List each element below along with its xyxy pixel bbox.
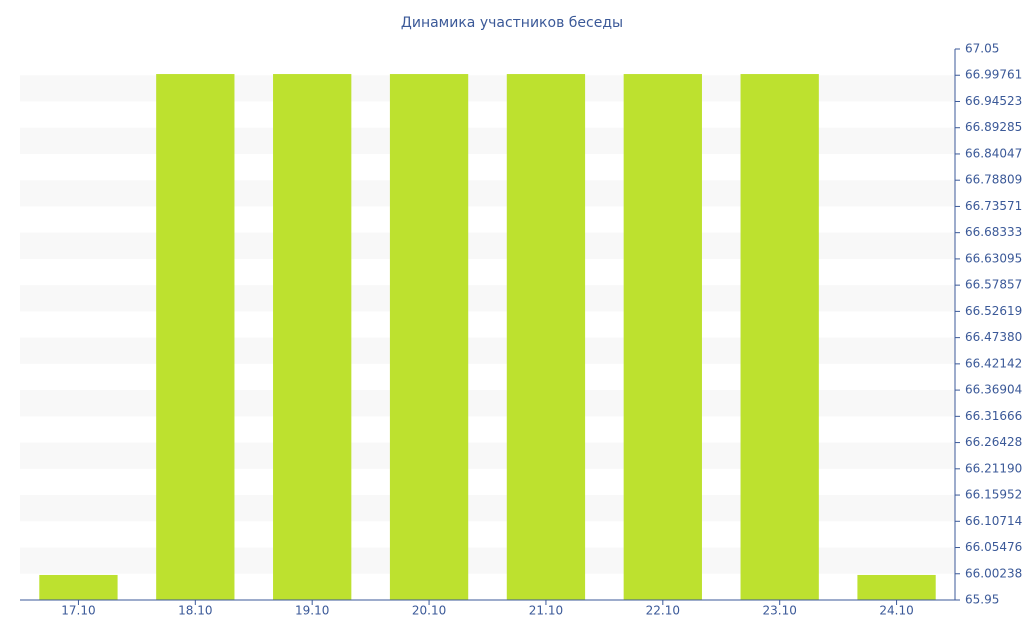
y-tick-label: 66.52619: [965, 304, 1022, 318]
y-tick-label: 66.73571: [965, 199, 1022, 213]
bar: [857, 574, 936, 600]
x-tick-label: 17.10: [61, 604, 95, 618]
y-tick-label: 66.99761: [965, 68, 1022, 82]
y-tick-label: 66.00238: [965, 566, 1022, 580]
y-tick-label: 66.78809: [965, 173, 1022, 187]
y-tick-label: 67.05: [965, 42, 999, 56]
x-tick-label: 19.10: [295, 604, 329, 618]
bar: [623, 74, 702, 600]
y-tick-label: 66.84047: [965, 146, 1022, 160]
y-tick-label: 66.15952: [965, 488, 1022, 502]
y-tick-label: 66.68333: [965, 225, 1022, 239]
x-tick-label: 22.10: [646, 604, 680, 618]
x-tick-label: 20.10: [412, 604, 446, 618]
x-tick-label: 23.10: [763, 604, 797, 618]
bar: [39, 574, 118, 600]
y-tick-label: 66.63095: [965, 251, 1022, 265]
chart-title: Динамика участников беседы: [401, 15, 623, 31]
y-tick-label: 66.94523: [965, 94, 1022, 108]
y-tick-label: 66.05476: [965, 540, 1022, 554]
y-tick-label: 66.42142: [965, 356, 1022, 370]
bar: [273, 74, 352, 600]
x-tick-label: 18.10: [178, 604, 212, 618]
y-tick-label: 66.26428: [965, 435, 1022, 449]
bar: [389, 74, 469, 600]
bar: [156, 74, 235, 600]
y-tick-label: 66.31666: [965, 409, 1022, 423]
bar: [506, 74, 586, 600]
y-tick-label: 66.47380: [965, 330, 1022, 344]
y-tick-label: 66.57857: [965, 278, 1022, 292]
y-tick-label: 66.89285: [965, 120, 1022, 134]
bar: [740, 74, 819, 600]
y-tick-label: 66.21190: [965, 461, 1022, 475]
x-tick-label: 21.10: [529, 604, 563, 618]
y-tick-label: 66.36904: [965, 383, 1022, 397]
y-tick-label: 65.95: [965, 593, 999, 607]
y-tick-label: 66.10714: [965, 514, 1022, 528]
x-tick-label: 24.10: [879, 604, 913, 618]
